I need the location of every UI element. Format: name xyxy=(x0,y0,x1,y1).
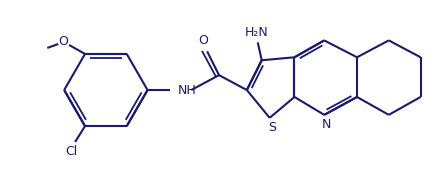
Text: O: O xyxy=(58,35,68,48)
Text: Cl: Cl xyxy=(65,146,77,158)
Text: S: S xyxy=(268,121,276,134)
Text: H₂N: H₂N xyxy=(245,26,269,39)
Text: O: O xyxy=(198,34,208,47)
Text: NH: NH xyxy=(177,84,196,97)
Text: N: N xyxy=(321,118,331,131)
